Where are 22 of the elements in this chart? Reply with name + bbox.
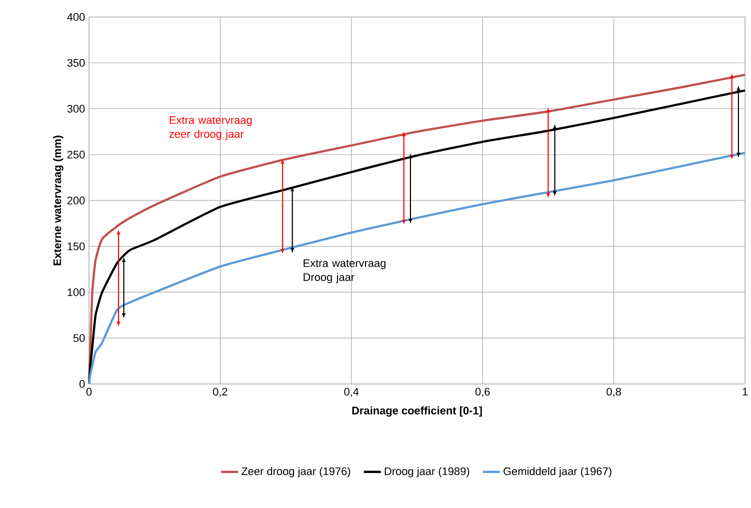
y-tick-label: 100 [68, 288, 85, 296]
y-tick-label: 150 [68, 242, 85, 250]
annotation: Extra watervraag zeer droog jaar [169, 116, 252, 140]
legend-label: Gemiddeld jaar (1967) [504, 467, 612, 478]
legend-label: Droog jaar (1989) [384, 467, 470, 478]
x-tick-label: 0,6 [475, 388, 490, 397]
x-tick-label: 0,4 [344, 388, 359, 397]
legend-label: Zeer droog jaar (1976) [242, 467, 350, 478]
x-tick-label: 0,2 [213, 388, 228, 397]
y-tick-label: 400 [67, 13, 85, 21]
y-tick-label: 350 [67, 58, 85, 67]
x-tick-label: 1 [742, 388, 748, 396]
x-axis-title: Drainage coefficient [0-1] [352, 406, 482, 417]
y-tick-label: 200 [67, 196, 85, 204]
y-axis-title: Externe watervraag (mm) [53, 136, 64, 266]
y-tick-label: 0 [79, 380, 85, 388]
y-tick-label: 250 [67, 150, 85, 158]
annotation: Extra watervraag Droog jaar [304, 259, 386, 284]
y-tick-label: 50 [73, 334, 85, 342]
x-tick-label: 0 [86, 388, 92, 396]
y-tick-label: 300 [67, 104, 85, 113]
x-tick-label: 0,8 [606, 388, 621, 397]
